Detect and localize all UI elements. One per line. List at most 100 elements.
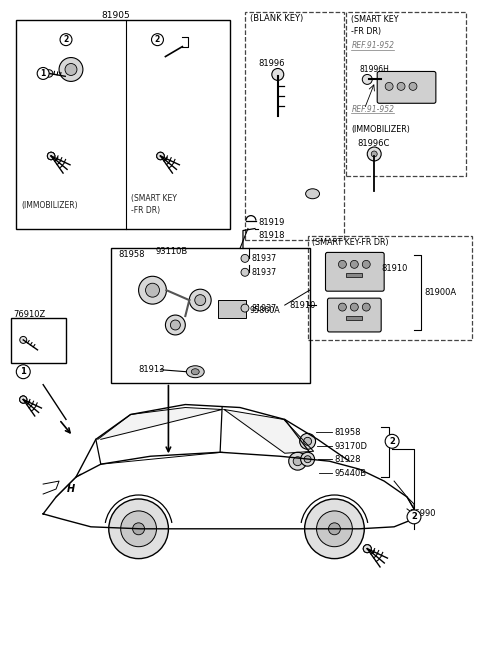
Circle shape <box>48 152 55 160</box>
Circle shape <box>350 303 358 311</box>
Ellipse shape <box>65 63 77 76</box>
Ellipse shape <box>195 294 206 305</box>
Text: 2: 2 <box>411 512 417 521</box>
Text: 81996H: 81996H <box>360 65 389 74</box>
Circle shape <box>20 396 27 403</box>
Text: 81958: 81958 <box>335 428 361 437</box>
Text: 81937: 81937 <box>252 254 277 263</box>
Bar <box>16 20 230 228</box>
Ellipse shape <box>288 452 307 470</box>
Circle shape <box>20 396 27 403</box>
Ellipse shape <box>166 315 185 335</box>
Text: 81919: 81919 <box>258 218 284 227</box>
Text: 76910Z: 76910Z <box>13 309 46 318</box>
Bar <box>111 248 310 382</box>
Circle shape <box>48 152 55 160</box>
Text: 95860A: 95860A <box>250 305 281 314</box>
Text: 81937: 81937 <box>252 303 277 313</box>
Text: (BLANK KEY): (BLANK KEY) <box>250 14 303 23</box>
Circle shape <box>338 303 347 311</box>
Text: 2: 2 <box>155 35 160 44</box>
Text: 1: 1 <box>40 69 46 78</box>
Text: -FR DR): -FR DR) <box>351 27 382 36</box>
Circle shape <box>46 70 53 77</box>
Circle shape <box>152 34 164 46</box>
Bar <box>12 318 66 363</box>
Circle shape <box>37 67 49 80</box>
Text: 81996C: 81996C <box>357 138 390 148</box>
Circle shape <box>362 74 372 84</box>
Text: 81905: 81905 <box>101 11 130 20</box>
Circle shape <box>157 152 164 160</box>
Ellipse shape <box>170 320 180 330</box>
Circle shape <box>109 499 168 558</box>
Circle shape <box>316 511 352 547</box>
Bar <box>308 236 472 340</box>
FancyBboxPatch shape <box>377 71 436 104</box>
Ellipse shape <box>306 189 320 199</box>
Text: 81910: 81910 <box>381 264 408 273</box>
Bar <box>218 300 246 318</box>
Circle shape <box>385 82 393 91</box>
Ellipse shape <box>304 437 312 445</box>
Polygon shape <box>224 410 313 454</box>
Ellipse shape <box>300 433 315 449</box>
Text: 2: 2 <box>63 35 69 44</box>
Circle shape <box>60 34 72 46</box>
Circle shape <box>241 304 249 312</box>
Circle shape <box>132 523 144 535</box>
Text: 81913: 81913 <box>139 365 165 374</box>
FancyBboxPatch shape <box>325 252 384 291</box>
Ellipse shape <box>145 283 159 297</box>
Circle shape <box>362 260 370 269</box>
Text: (IMMOBILIZER): (IMMOBILIZER) <box>351 125 410 134</box>
Bar <box>347 273 362 278</box>
Ellipse shape <box>186 366 204 378</box>
Circle shape <box>16 365 30 378</box>
Text: 81958: 81958 <box>119 250 145 259</box>
Circle shape <box>157 152 164 160</box>
Bar <box>347 316 362 320</box>
Circle shape <box>362 303 370 311</box>
Text: 95440B: 95440B <box>335 468 367 477</box>
Circle shape <box>350 260 358 269</box>
Circle shape <box>371 151 377 157</box>
Text: 81910: 81910 <box>290 301 316 310</box>
Circle shape <box>241 254 249 262</box>
Text: REF.91-952: REF.91-952 <box>351 105 395 114</box>
Circle shape <box>328 523 340 535</box>
Text: 93170D: 93170D <box>335 442 368 451</box>
Circle shape <box>367 147 381 161</box>
Circle shape <box>407 510 421 524</box>
Text: 81928: 81928 <box>335 455 361 464</box>
Text: (IMMOBILIZER): (IMMOBILIZER) <box>21 201 78 210</box>
Ellipse shape <box>192 369 199 375</box>
Circle shape <box>305 499 364 558</box>
Text: REF.91-952: REF.91-952 <box>351 41 395 50</box>
Polygon shape <box>98 408 222 439</box>
FancyBboxPatch shape <box>327 298 381 332</box>
Text: 2: 2 <box>389 437 395 446</box>
Text: H: H <box>67 484 75 494</box>
Circle shape <box>363 545 371 553</box>
Circle shape <box>20 396 27 403</box>
Circle shape <box>363 545 371 553</box>
Text: 1: 1 <box>20 367 26 376</box>
Ellipse shape <box>59 58 83 82</box>
Circle shape <box>120 511 156 547</box>
Circle shape <box>20 336 27 344</box>
Text: 81937: 81937 <box>252 268 277 277</box>
Circle shape <box>409 82 417 91</box>
Ellipse shape <box>304 455 311 463</box>
Circle shape <box>363 545 371 553</box>
Ellipse shape <box>139 276 167 304</box>
Ellipse shape <box>293 457 302 466</box>
Text: 76990: 76990 <box>409 509 435 518</box>
Text: 81900A: 81900A <box>424 288 456 297</box>
Circle shape <box>241 269 249 276</box>
Circle shape <box>397 82 405 91</box>
Text: (SMART KEY-FR DR): (SMART KEY-FR DR) <box>312 238 388 247</box>
Circle shape <box>338 260 347 269</box>
Bar <box>347 12 466 176</box>
Text: (SMART KEY: (SMART KEY <box>351 16 399 25</box>
